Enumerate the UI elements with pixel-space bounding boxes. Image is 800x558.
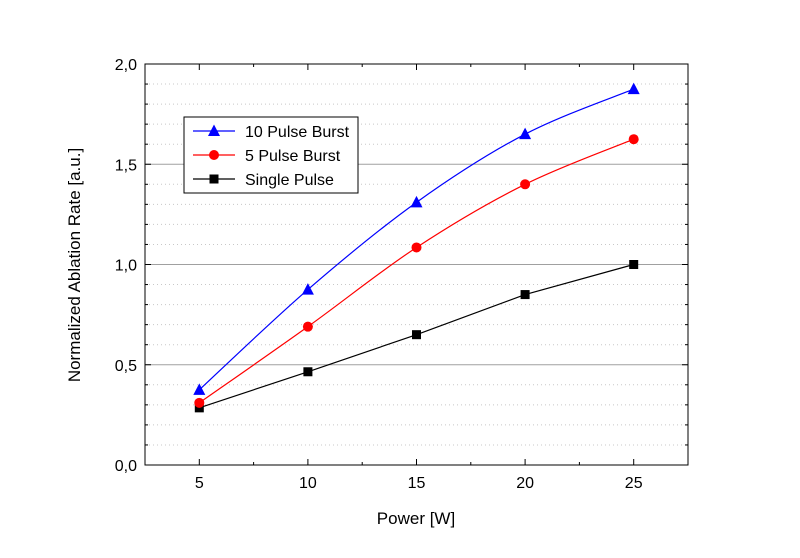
data-point (194, 403, 204, 413)
data-point (520, 290, 530, 300)
data-point (411, 242, 422, 253)
y-tick-label: 0,0 (115, 458, 137, 475)
x-tick-label: 5 (195, 475, 204, 492)
legend-label: Single Pulse (245, 172, 334, 189)
data-point (303, 367, 313, 377)
data-point (301, 283, 314, 295)
data-point (519, 127, 532, 140)
x-axis-title: Power [W] (377, 509, 455, 528)
data-point (302, 321, 313, 332)
legend-marker (209, 174, 219, 184)
x-tick-label: 15 (408, 475, 426, 492)
data-point (194, 397, 205, 408)
legend-marker (208, 124, 220, 136)
axis-ticks: 0,0 0,5 1,0 1,5 2,0 5 10 15 20 25 (115, 57, 688, 492)
legend-marker (209, 150, 219, 160)
y-tick-label: 0,5 (115, 358, 137, 375)
legend: 10 Pulse Burst 5 Pulse Burst Single Pulse (183, 116, 359, 194)
data-point (628, 134, 639, 145)
x-tick-label: 10 (299, 475, 317, 492)
legend-label: 5 Pulse Burst (245, 148, 341, 165)
data-point (193, 383, 206, 395)
data-point (629, 260, 639, 269)
y-tick-label: 1,5 (115, 157, 137, 174)
data-point (627, 82, 640, 95)
series (193, 82, 640, 413)
data-point (410, 195, 423, 208)
x-tick-label: 20 (516, 475, 534, 492)
data-point (520, 179, 531, 190)
y-axis-title: Normalized Ablation Rate [a.u.] (65, 148, 84, 382)
y-tick-label: 2,0 (115, 57, 137, 74)
legend-label: 10 Pulse Burst (245, 124, 350, 141)
x-tick-label: 25 (625, 475, 643, 492)
y-tick-label: 1,0 (115, 258, 137, 275)
grid (145, 83, 688, 446)
data-point (412, 330, 421, 340)
